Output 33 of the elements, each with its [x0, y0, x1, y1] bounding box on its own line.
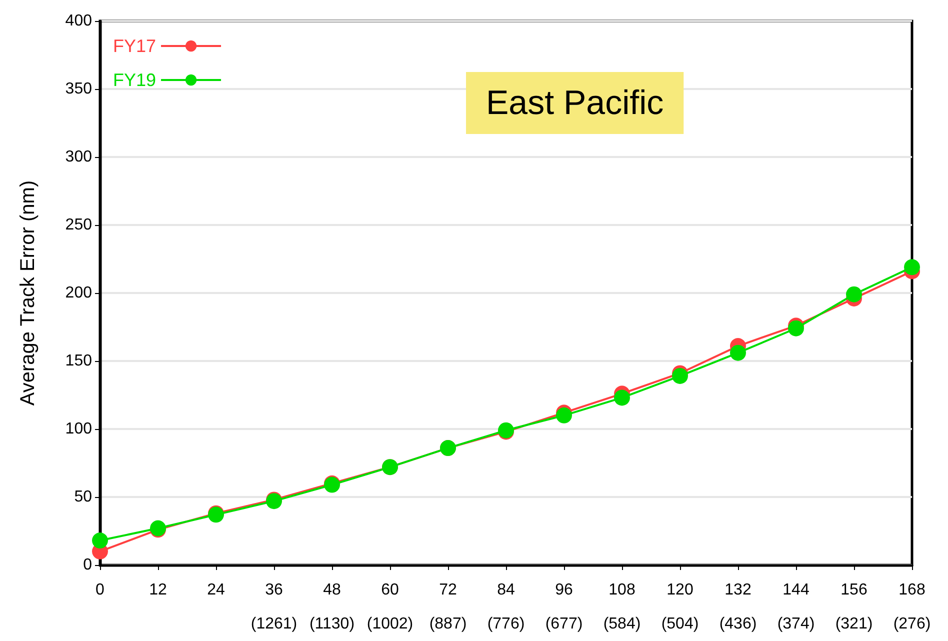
x-tick-label: 108 (584) [603, 582, 641, 632]
x-tick-label: 0 [96, 582, 105, 598]
y-tick-label: 200 [65, 284, 92, 302]
y-tick-label: 150 [65, 352, 92, 370]
y-tick-label: 350 [65, 80, 92, 98]
legend-label: FY17 [112, 36, 156, 56]
y-tick-label: 0 [83, 556, 92, 574]
y-tick-label: 100 [65, 420, 92, 438]
legend-label: FY19 [112, 70, 156, 90]
x-tick-label: 60 (1002) [366, 582, 414, 632]
x-tick-label: 156 (321) [835, 582, 873, 632]
x-tick-label: 120 (504) [661, 582, 699, 632]
y-tick-label: 50 [74, 488, 92, 506]
x-tick-label: 72 (887) [429, 582, 467, 632]
y-tick-label: 300 [65, 148, 92, 166]
point [614, 390, 630, 406]
y-tick-label: 400 [65, 12, 92, 30]
point [904, 259, 920, 276]
x-tick-label: 144 (374) [777, 582, 815, 632]
x-tick-label: 12 [149, 582, 167, 598]
y-tick-label: 250 [65, 216, 92, 234]
x-tick-label: 24 [207, 582, 225, 598]
y-axis-title: Average Track Error (nm) [17, 180, 39, 406]
annotation: East Pacific [486, 84, 664, 122]
x-tick-label: 132 (436) [719, 582, 757, 632]
x-tick-label: 84 (776) [487, 582, 525, 632]
x-tick-label: 48 (1130) [309, 582, 355, 632]
point [92, 532, 108, 549]
x-tick-label: 36 (1261) [250, 582, 298, 632]
x-tick-label: 96 (677) [545, 582, 583, 632]
point [846, 286, 862, 302]
point [730, 344, 746, 361]
x-tick-label: 168 (276) [893, 582, 931, 632]
